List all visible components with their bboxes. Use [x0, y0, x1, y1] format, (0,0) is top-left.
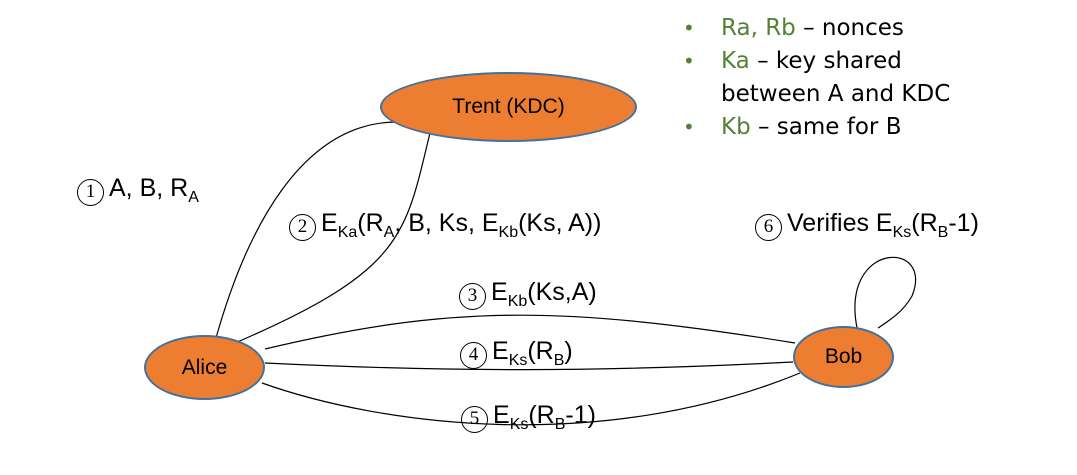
message-subscript: Ks	[508, 352, 528, 369]
bob-node: Bob	[793, 326, 894, 388]
message-text: A, B, R	[109, 174, 189, 202]
legend-item: • Ra, Rb – nonces	[683, 12, 950, 45]
message-subscript: Kb	[498, 224, 519, 241]
step-number-badge: 4	[460, 342, 487, 369]
message-text: Verifies E	[787, 209, 893, 237]
step-number-badge: 5	[461, 406, 488, 433]
trent-node: Trent (KDC)	[380, 72, 637, 142]
legend-item: • Kb – same for B	[683, 111, 950, 144]
message-text: (Ks, A))	[518, 209, 602, 237]
step-number-badge: 1	[77, 179, 104, 206]
message-subscript: B	[553, 352, 565, 369]
legend-term: Kb	[721, 114, 751, 140]
message-subscript: Ks	[892, 224, 912, 241]
legend-desc: – key shared	[749, 48, 902, 74]
message-text: E	[491, 278, 508, 306]
legend-item: • Ka – key shared between A and KDC	[683, 45, 950, 111]
message-text: E	[493, 401, 510, 429]
trent-label: Trent (KDC)	[452, 95, 565, 118]
message-6: 6 Verifies EKs(RB-1)	[755, 208, 979, 241]
message-subscript: A	[383, 224, 395, 241]
legend-term: Ra, Rb	[721, 15, 796, 41]
legend-term: Ka	[721, 48, 750, 74]
edge-bob-self-loop	[854, 256, 917, 329]
message-subscript: Ka	[337, 224, 358, 241]
legend-desc: – same for B	[750, 114, 902, 140]
legend-desc: – nonces	[795, 15, 904, 41]
message-text: )	[564, 337, 573, 365]
message-5: 5 EKs(RB-1)	[461, 400, 596, 433]
bob-label: Bob	[824, 345, 863, 368]
edge-trent-alice	[234, 132, 431, 344]
step-number-badge: 3	[459, 283, 486, 310]
legend-bullet: •	[683, 49, 695, 73]
message-text: , B, Ks, E	[394, 209, 499, 237]
message-subscript: A	[188, 189, 199, 206]
message-subscript: B	[554, 416, 566, 433]
message-subscript: Kb	[507, 293, 528, 310]
legend-list: • Ra, Rb – nonces • Ka – key shared betw…	[683, 12, 950, 144]
message-text: (R	[528, 401, 555, 429]
edge-alice-bob-msg4	[264, 361, 794, 371]
message-4: 4 EKs(RB)	[460, 336, 573, 369]
message-text: (Ks,A)	[527, 278, 597, 306]
message-text: -1)	[565, 401, 596, 429]
message-text: -1)	[948, 209, 979, 237]
message-3: 3 EKb(Ks,A)	[459, 277, 597, 310]
message-text: E	[492, 337, 509, 365]
message-subscript: B	[937, 224, 949, 241]
alice-node: Alice	[144, 335, 265, 400]
legend-desc-continued: between A and KDC	[721, 81, 951, 107]
message-text: E	[321, 209, 338, 237]
step-number-badge: 6	[755, 214, 782, 241]
edge-alice-bob-msg3	[264, 314, 796, 350]
edge-alice-trent	[215, 121, 401, 339]
message-1: 1 A, B, RA	[77, 173, 199, 206]
message-text: (R	[527, 337, 554, 365]
message-subscript: Ks	[509, 416, 529, 433]
alice-label: Alice	[181, 355, 228, 379]
message-text: (R	[911, 209, 938, 237]
legend-bullet: •	[683, 115, 695, 139]
message-2: 2 EKa(RA, B, Ks, EKb(Ks, A))	[289, 208, 601, 241]
edge-alice-bob-msg5	[261, 372, 801, 426]
step-number-badge: 2	[289, 214, 316, 241]
message-text: (R	[357, 209, 384, 237]
legend-bullet: •	[683, 16, 695, 40]
